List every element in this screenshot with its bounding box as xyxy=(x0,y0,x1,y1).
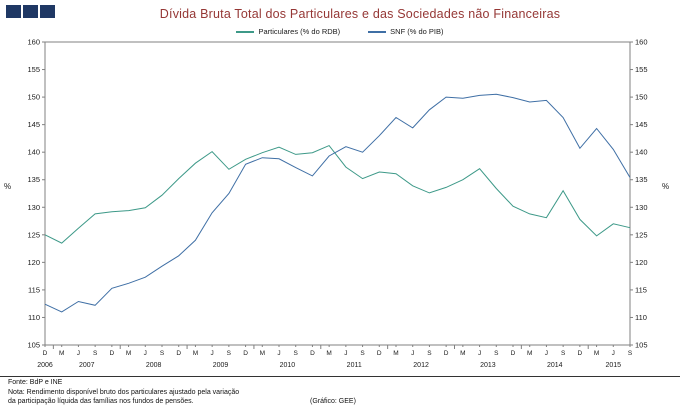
chart-legend: Particulares (% do RDB) SNF (% do PIB) xyxy=(0,27,680,36)
legend-item-particulares: Particulares (% do RDB) xyxy=(236,27,340,36)
x-quarter-label: D xyxy=(310,350,315,357)
x-quarter-label: J xyxy=(411,350,414,357)
y-tick-label-left: 140 xyxy=(27,148,40,157)
chart-title: Dívida Bruta Total dos Particulares e da… xyxy=(159,7,561,21)
x-year-label: 2008 xyxy=(146,362,162,369)
logo-square-3-icon xyxy=(40,5,55,18)
x-quarter-label: J xyxy=(344,350,347,357)
y-tick-label-left: 160 xyxy=(27,38,40,47)
footer-divider xyxy=(0,376,680,377)
x-quarter-label: M xyxy=(393,350,398,357)
y-tick-label-right: 155 xyxy=(635,65,648,74)
x-quarter-label: J xyxy=(277,350,280,357)
series-line-snf xyxy=(44,93,631,313)
x-quarter-label: M xyxy=(193,350,198,357)
x-quarter-label: J xyxy=(478,350,481,357)
x-quarter-label: J xyxy=(545,350,548,357)
logo-square-2-icon xyxy=(23,5,38,18)
y-axis-label-right: % xyxy=(662,182,670,191)
chart-plot: 105 105 110 110 115 115 120 120 125 125 130 130 135 1… xyxy=(27,38,648,370)
x-quarter-label: M xyxy=(59,350,64,357)
x-year-label: 2006 xyxy=(37,362,53,369)
grafico-credit: (Gráfico: GEE) xyxy=(310,398,356,405)
legend-label-snf: SNF (% do PIB) xyxy=(390,27,444,36)
x-quarter-label: S xyxy=(160,350,165,357)
y-tick-label-left: 150 xyxy=(27,93,40,102)
x-year-label: 2015 xyxy=(605,362,621,369)
legend-swatch-particulares-icon xyxy=(236,30,255,33)
x-year-label: 2011 xyxy=(347,362,362,369)
x-quarter-label: D xyxy=(578,350,583,357)
x-quarter-label: D xyxy=(110,350,115,357)
x-quarter-label: M xyxy=(460,350,465,357)
x-quarter-label: D xyxy=(377,350,382,357)
x-quarter-label: M xyxy=(326,350,331,357)
y-tick-label-right: 160 xyxy=(635,38,648,47)
legend-label-particulares: Particulares (% do RDB) xyxy=(258,27,341,36)
legend-item-snf: SNF (% do PIB) xyxy=(368,27,444,36)
legend-swatch-snf-icon xyxy=(368,30,387,33)
x-quarter-label: S xyxy=(360,350,365,357)
x-quarter-label: S xyxy=(628,350,633,357)
x-year-label: 2013 xyxy=(480,362,496,369)
x-quarter-label: S xyxy=(227,350,232,357)
footer-notes: Fonte: BdP e INE Nota: Rendimento dispon… xyxy=(8,378,672,407)
y-tick-label-left: 105 xyxy=(27,341,40,350)
x-quarter-label: M xyxy=(260,350,265,357)
source-note: Fonte: BdP e INE xyxy=(8,379,63,386)
x-quarter-label: M xyxy=(527,350,532,357)
plot-border xyxy=(44,41,631,346)
y-tick-label-right: 145 xyxy=(635,120,648,129)
x-quarter-label: J xyxy=(211,350,214,357)
y-tick-label-right: 130 xyxy=(635,203,648,212)
x-year-label: 2012 xyxy=(413,362,429,369)
x-quarter-label: M xyxy=(126,350,131,357)
y-tick-label-right: 125 xyxy=(635,230,648,239)
y-axis-label-left: % xyxy=(4,182,12,191)
x-quarter-label: J xyxy=(77,350,80,357)
x-quarter-label: D xyxy=(43,350,48,357)
y-tick-label-left: 110 xyxy=(28,313,40,322)
y-tick-label-right: 115 xyxy=(635,285,647,294)
y-tick-label-right: 135 xyxy=(635,175,648,184)
x-year-label: 2007 xyxy=(79,362,95,369)
y-tick-label-right: 105 xyxy=(635,341,648,350)
x-quarter-label: S xyxy=(561,350,566,357)
x-quarter-label: D xyxy=(176,350,181,357)
y-tick-label-left: 145 xyxy=(27,120,40,129)
x-quarter-label: S xyxy=(427,350,432,357)
y-tick-label-right: 140 xyxy=(635,148,648,157)
y-tick-label-right: 150 xyxy=(635,93,648,102)
x-quarter-label: J xyxy=(612,350,615,357)
y-tick-label-left: 115 xyxy=(28,285,40,294)
x-quarter-label: D xyxy=(444,350,449,357)
y-tick-label-left: 135 xyxy=(27,175,40,184)
x-quarter-label: S xyxy=(93,350,98,357)
y-tick-label-left: 120 xyxy=(27,258,40,267)
y-tick-label-left: 155 xyxy=(27,65,40,74)
x-quarter-label: D xyxy=(243,350,248,357)
logo-square-1-icon xyxy=(6,5,21,18)
x-quarter-label: J xyxy=(144,350,147,357)
footnote-line2: da participação líquida das famílias nos… xyxy=(8,398,194,405)
x-year-label: 2009 xyxy=(213,362,229,369)
x-quarter-label: M xyxy=(594,350,599,357)
x-quarter-label: D xyxy=(511,350,516,357)
footnote-line1: Nota: Rendimento disponível bruto dos pa… xyxy=(8,388,240,396)
y-tick-label-right: 120 xyxy=(635,258,648,267)
logo-squares xyxy=(6,5,55,18)
y-tick-label-right: 110 xyxy=(635,313,647,322)
x-year-label: 2010 xyxy=(280,362,296,369)
y-tick-label-left: 125 xyxy=(27,230,40,239)
x-year-label: 2014 xyxy=(547,362,563,369)
x-quarter-label: S xyxy=(494,350,499,357)
x-quarter-label: S xyxy=(294,350,299,357)
series-line-particulares xyxy=(44,144,631,244)
y-tick-label-left: 130 xyxy=(27,203,40,212)
